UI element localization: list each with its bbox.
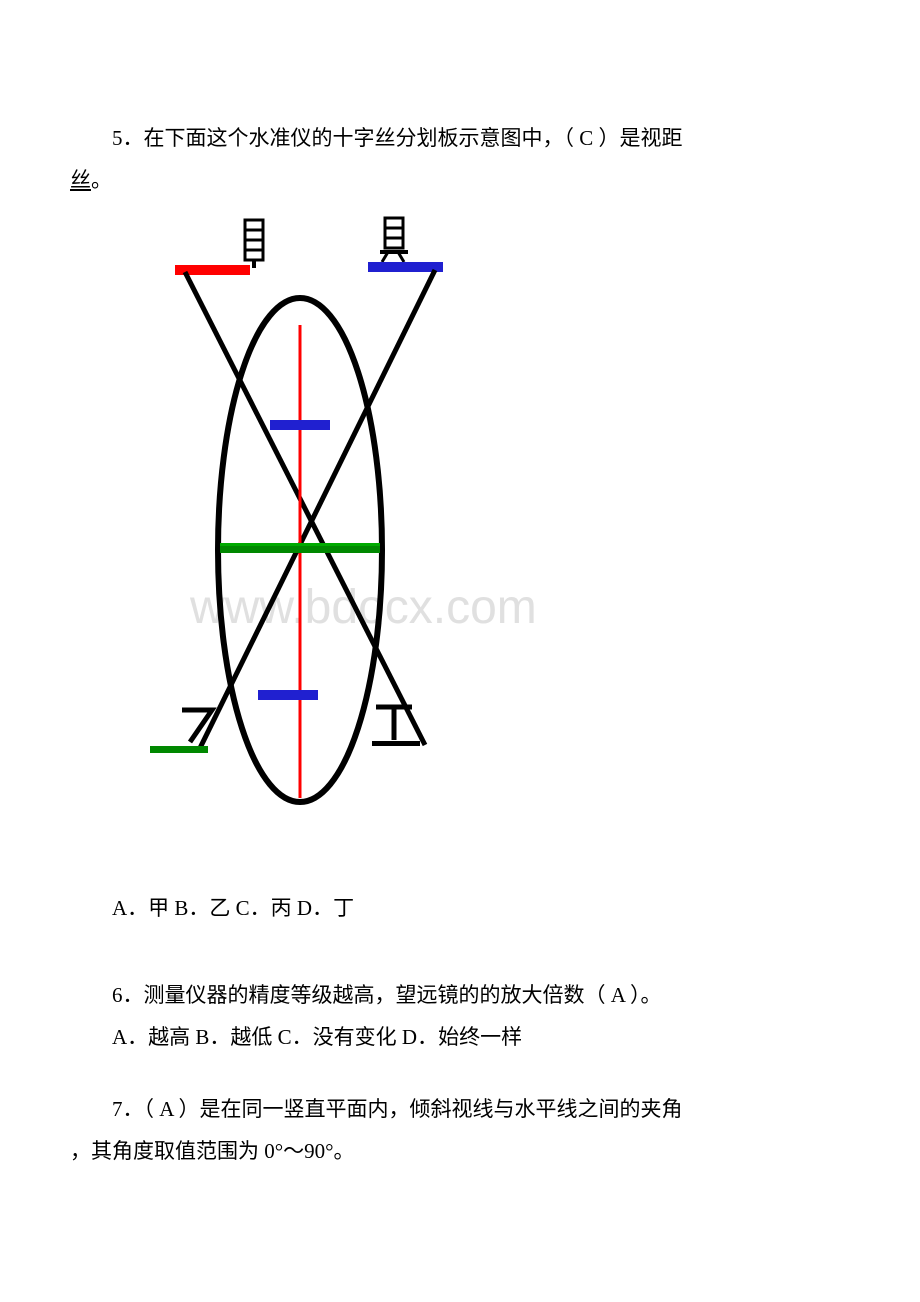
- diag-line-2: [200, 270, 435, 748]
- q5-text-line1: 5．在下面这个水准仪的十字丝分划板示意图中，（ C ）是视距: [70, 120, 850, 158]
- mark-black-bottom: [372, 741, 420, 746]
- diagram-svg: [140, 210, 480, 850]
- mark-green-center-hl: [220, 543, 380, 546]
- mark-blue-mid1: [270, 420, 330, 430]
- q7-text-line1: 7．（ A ）是在同一竖直平面内，倾斜视线与水平线之间的夹角: [70, 1091, 850, 1129]
- q6-options: A．越高 B．越低 C．没有变化 D．始终一样: [70, 1019, 850, 1057]
- reticle-diagram: [140, 210, 480, 850]
- mark-green-bottom: [150, 746, 208, 753]
- q5-text-line2: 丝。: [70, 162, 850, 200]
- mark-green-center: [220, 546, 380, 553]
- document-content: 5．在下面这个水准仪的十字丝分划板示意图中，（ C ）是视距 丝。: [0, 0, 920, 1171]
- label-top-right: [380, 218, 408, 262]
- label-top-left: [245, 220, 263, 268]
- q5-options: A．甲 B．乙 C．丙 D．丁: [70, 890, 850, 928]
- mark-blue-mid2: [258, 690, 318, 700]
- q6-text: 6．测量仪器的精度等级越高，望远镜的的放大倍数（ A ）。: [70, 977, 850, 1015]
- mark-blue-top: [368, 262, 443, 272]
- q5-suffix: 。: [91, 168, 112, 192]
- q7-text-line2: ，其角度取值范围为 0°～90°。: [70, 1133, 850, 1171]
- q5-underline-text: 丝: [70, 168, 91, 192]
